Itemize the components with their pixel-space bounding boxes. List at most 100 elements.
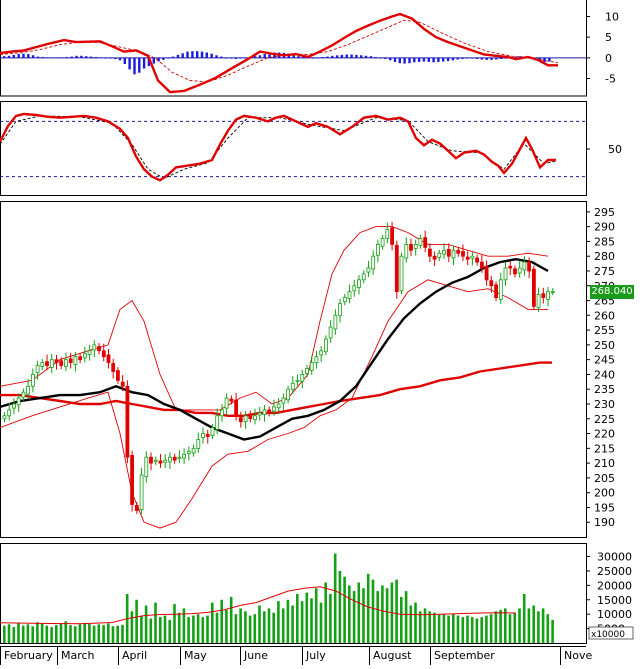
macd-histogram-bar <box>56 57 59 59</box>
volume-bar <box>107 623 110 643</box>
macd-histogram-bar <box>268 53 271 58</box>
price-y-tick-label: 235 <box>594 383 615 396</box>
volume-bar <box>31 626 34 643</box>
macd-histogram-bar <box>51 57 54 59</box>
volume-bar <box>258 605 261 643</box>
volume-bar <box>206 615 209 643</box>
macd-histogram-bar <box>224 57 228 59</box>
macd-histogram-bar <box>514 56 517 58</box>
macd-histogram-bar <box>3 56 6 58</box>
price-y-tick-label: 200 <box>594 487 615 500</box>
macd-histogram-bar <box>456 57 459 60</box>
macd-y-tick-label: 0 <box>605 52 612 65</box>
volume-bar <box>121 624 124 643</box>
volume-bar <box>211 602 214 643</box>
candle-body <box>219 409 224 417</box>
volume-bar <box>12 627 16 643</box>
price-y-tick-label: 195 <box>594 501 615 514</box>
volume-bar <box>277 601 280 643</box>
candle-body <box>366 267 371 273</box>
volume-bar <box>305 592 309 643</box>
macd-histogram-bar <box>31 55 35 58</box>
macd-histogram-bar <box>326 56 329 58</box>
volume-bar <box>527 608 531 643</box>
candle-body <box>550 291 555 294</box>
macd-histogram-bar <box>519 56 522 58</box>
volume-bar <box>220 599 223 643</box>
volume-bar <box>442 614 446 643</box>
candle-body <box>205 433 210 437</box>
volume-bar <box>522 594 526 643</box>
candle-body <box>399 255 404 292</box>
rsi-signal-line <box>0 115 557 179</box>
macd-histogram-bar <box>297 56 300 58</box>
volume-bar <box>267 608 271 643</box>
candle-body <box>286 388 291 401</box>
macd-histogram-bar <box>543 57 546 62</box>
volume-bar <box>239 608 242 643</box>
candle-body <box>224 397 229 409</box>
price-y-tick-label: 255 <box>594 324 615 337</box>
macd-histogram-bar <box>205 52 208 58</box>
volume-bar <box>286 599 290 643</box>
volume-bar <box>168 619 171 643</box>
price-y-tick-label: 275 <box>594 265 615 278</box>
volume-bar <box>437 614 441 643</box>
volume-bar <box>26 624 30 643</box>
volume-bar <box>83 622 86 643</box>
month-label: June <box>243 649 268 662</box>
candle-body <box>380 238 385 247</box>
candle-body <box>149 456 153 464</box>
candle-body <box>134 504 139 511</box>
macd-histogram-bar <box>147 57 151 67</box>
macd-panel-frame <box>0 0 587 97</box>
price-y-tick-label: 245 <box>594 354 615 367</box>
candle-body <box>300 373 305 382</box>
macd-histogram-bar <box>321 57 324 58</box>
volume-bar <box>196 614 200 643</box>
macd-histogram-bar <box>432 57 435 63</box>
volume-bar <box>461 617 465 643</box>
candle-body <box>16 397 21 406</box>
candle-body <box>470 255 475 259</box>
macd-histogram-bar <box>292 54 295 58</box>
macd-histogram-bar <box>499 57 503 59</box>
volume-bar <box>140 615 143 643</box>
candle-body <box>494 284 499 298</box>
candle-body <box>276 403 281 409</box>
volume-bar <box>418 611 422 643</box>
volume-bar <box>300 601 304 643</box>
candle-body <box>475 257 480 263</box>
volume-bar <box>192 615 195 643</box>
volume-moving-average-line <box>0 586 517 625</box>
candle-body <box>106 354 111 363</box>
macd-histogram-bar <box>548 57 551 62</box>
macd-histogram-bar <box>480 57 483 60</box>
candle-body <box>338 303 343 316</box>
macd-histogram-bar <box>345 54 348 58</box>
candle-body <box>229 398 234 402</box>
macd-histogram-bar <box>446 57 450 62</box>
candle-body <box>238 417 243 423</box>
volume-y-tick-label: 20000 <box>597 579 632 592</box>
candle-body <box>513 268 517 275</box>
candle-body <box>489 280 494 287</box>
candle-body <box>498 279 503 300</box>
candle-body <box>404 243 409 259</box>
price-panel-frame <box>0 201 587 538</box>
macd-histogram-bar <box>398 57 401 64</box>
volume-bar <box>263 611 266 643</box>
macd-histogram-bar <box>210 53 213 58</box>
volume-bar <box>102 625 105 643</box>
candle-body <box>314 356 319 364</box>
macd-y-tick-label: 10 <box>605 11 619 24</box>
candle-body <box>78 356 82 361</box>
volume-bar <box>400 596 403 643</box>
candle-body <box>12 403 16 409</box>
candle-body <box>153 459 158 462</box>
long-moving-average-line <box>0 361 552 417</box>
macd-histogram-bar <box>114 57 117 59</box>
candle-body <box>97 346 101 352</box>
macd-histogram-bar <box>176 54 180 58</box>
macd-y-tick-label: -5 <box>605 72 616 85</box>
